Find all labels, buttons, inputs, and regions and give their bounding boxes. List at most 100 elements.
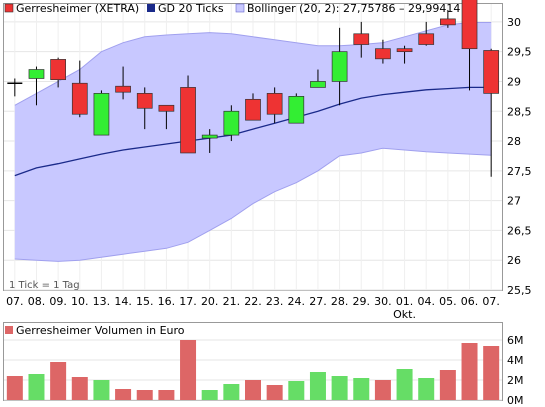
volume-tick-label: 2M (507, 374, 524, 387)
candle-body (28, 69, 45, 79)
candle-body (353, 33, 370, 45)
candle (201, 129, 218, 153)
candle (353, 21, 370, 58)
price-tick-label: 30 (507, 16, 521, 29)
date-tick-label: 07. (6, 295, 24, 308)
candle-body (115, 85, 131, 93)
volume-tick-label: 4M (507, 354, 524, 367)
volume-bar (266, 385, 283, 400)
candle (71, 60, 88, 118)
legend-swatch-volume (5, 326, 13, 334)
date-tick-label: 13. (93, 295, 111, 308)
date-tick-label: 17. (179, 295, 197, 308)
candle (375, 39, 391, 64)
candle (483, 48, 500, 177)
legend-main: Gerresheimer (XETRA) (16, 2, 139, 15)
candle (245, 93, 261, 121)
price-tick-label: 28,5 (507, 105, 532, 118)
volume-tick-label: 6M (507, 334, 524, 347)
date-tick-label: 21. (223, 295, 241, 308)
date-tick-label: 09. (49, 295, 67, 308)
date-tick-label: 22. (244, 295, 262, 308)
date-tick-label: 14. (114, 295, 132, 308)
volume-bars (6, 340, 500, 400)
volume-bar (439, 370, 456, 400)
candle (223, 105, 240, 142)
volume-bar (50, 362, 67, 400)
candle-body (483, 50, 500, 94)
date-tick-label: 08. (28, 295, 46, 308)
price-tick-label: 29,5 (507, 46, 532, 59)
volume-bar (93, 380, 110, 400)
candle-body (223, 110, 240, 136)
candle-body (418, 33, 435, 45)
candle-body (201, 134, 218, 139)
candle-body (310, 81, 326, 88)
legend-ma: GD 20 Ticks (158, 2, 224, 15)
tick-note: 1 Tick = 1 Tag (9, 280, 80, 291)
candle (158, 104, 175, 130)
volume-bar (180, 340, 197, 400)
volume-bar (396, 369, 413, 400)
date-tick-label: 23. (266, 295, 284, 308)
candle-body (50, 59, 66, 81)
bollinger-lower-line (14, 147, 492, 262)
price-axis-labels: 25,5 26 26,5 27 27,5 28 28,5 29 29,5 30 (507, 16, 532, 297)
candle (331, 27, 348, 106)
candle-body (93, 93, 110, 136)
price-tick-label: 27 (507, 195, 521, 208)
volume-bar (461, 343, 478, 400)
date-tick-label: 15. (136, 295, 154, 308)
bollinger-band (14, 22, 492, 262)
candle (440, 9, 456, 28)
candle-body (331, 51, 348, 82)
volume-bar (201, 390, 218, 400)
volume-bar (374, 380, 391, 400)
candle (310, 69, 326, 88)
date-tick-label: 28. (331, 295, 349, 308)
date-tick-label: 06. (461, 295, 479, 308)
volume-bar (28, 374, 45, 400)
legend-swatch-bollinger (235, 3, 245, 13)
candle (288, 93, 305, 124)
candle (93, 90, 110, 136)
candle-body (71, 82, 88, 115)
candle (266, 87, 283, 124)
price-tick-label: 29 (507, 75, 521, 88)
date-tick-label: 24. (288, 295, 306, 308)
volume-bar (158, 390, 175, 400)
date-tick-label: 07. (482, 295, 500, 308)
price-tick-label: 26,5 (507, 224, 532, 237)
month-label: Okt. (393, 308, 416, 321)
candle-body (266, 93, 283, 115)
candle (28, 66, 45, 106)
date-tick-label: 10. (71, 295, 89, 308)
candle (50, 57, 66, 88)
candle (461, 0, 478, 91)
legend-bollinger: Bollinger (20, 2): 27,75786 – 29,99414 (247, 2, 460, 15)
bollinger-upper-line (14, 22, 492, 106)
date-tick-label: 05. (439, 295, 457, 308)
legend-swatch-main (4, 3, 14, 13)
volume-bar (309, 372, 326, 400)
volume-bar (353, 378, 370, 400)
date-tick-label: 30. (374, 295, 392, 308)
candle (180, 75, 196, 154)
legend-swatch-ma (147, 4, 155, 12)
date-axis-labels: 07. 08. 09. 10. 13. 14. 15. 16. 17. 20. 21. 22. 23. 2… (6, 295, 500, 321)
volume-title: Gerresheimer Volumen in Euro (16, 324, 185, 337)
date-tick-label: 01. (396, 295, 414, 308)
candle-body (158, 104, 175, 112)
volume-bar (288, 381, 305, 400)
volume-bar (418, 378, 435, 400)
volume-bar (331, 376, 348, 400)
volume-bar (245, 380, 261, 400)
volume-bar (115, 389, 132, 400)
volume-bar (136, 390, 153, 400)
volume-bar (71, 377, 88, 400)
volume-axis-labels: 0M 2M 4M 6M (507, 334, 524, 407)
candle (396, 45, 413, 64)
date-tick-label: 27. (309, 295, 327, 308)
candle-body (440, 18, 456, 26)
